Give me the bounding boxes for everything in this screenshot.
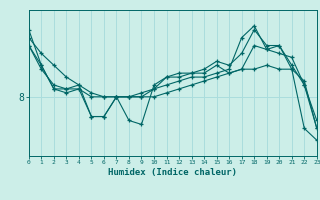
X-axis label: Humidex (Indice chaleur): Humidex (Indice chaleur) bbox=[108, 168, 237, 177]
